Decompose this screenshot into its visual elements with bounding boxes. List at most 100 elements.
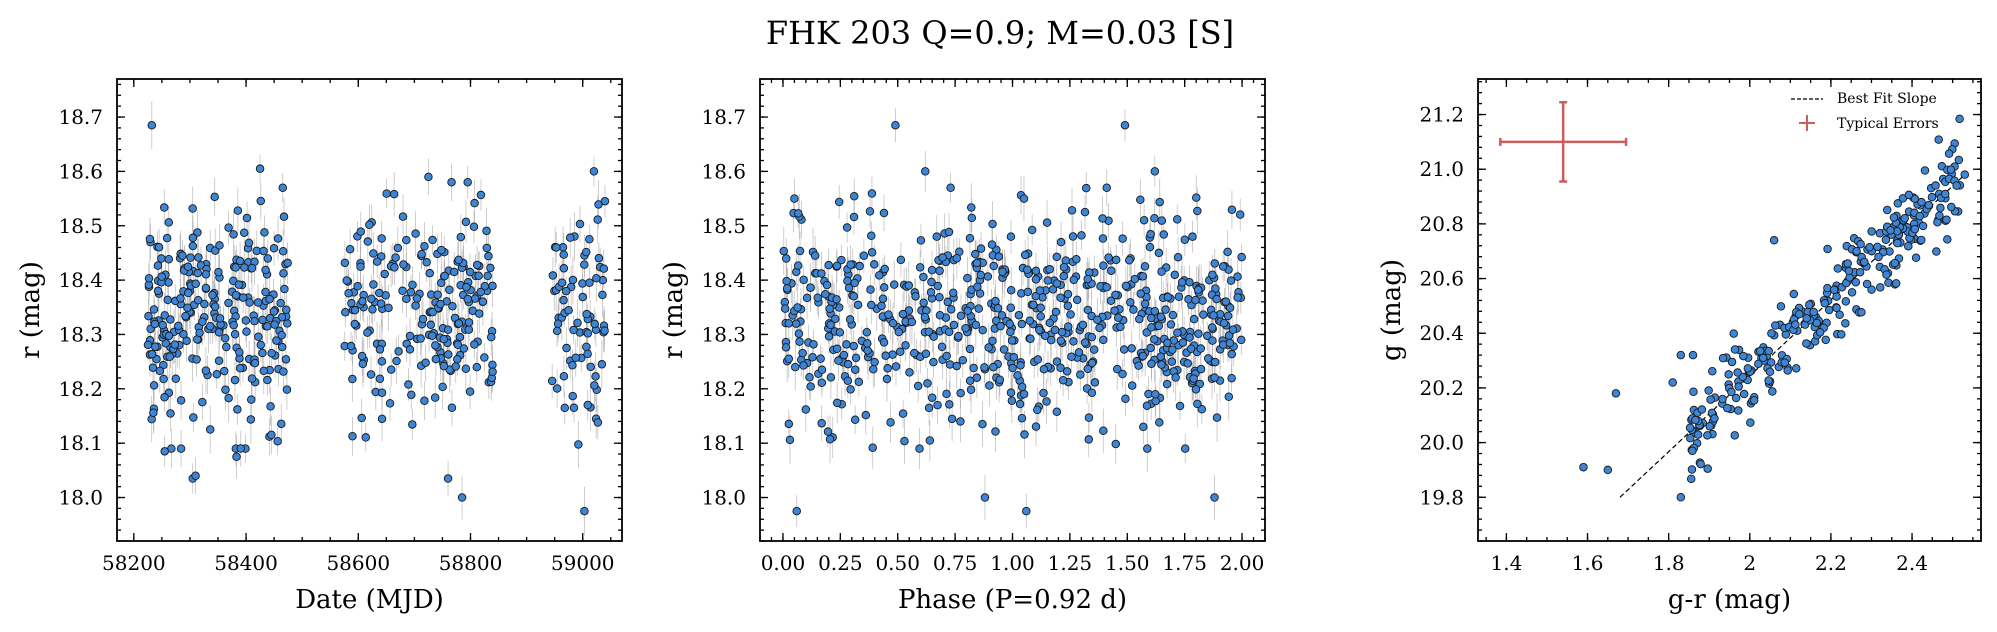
data-point — [991, 427, 1000, 436]
data-point — [159, 374, 168, 384]
data-point — [1083, 364, 1093, 374]
data-point — [552, 384, 562, 393]
data-point — [407, 390, 416, 400]
data-point — [398, 212, 408, 221]
data-point — [392, 356, 401, 366]
data-point — [1157, 216, 1167, 225]
data-point — [377, 388, 387, 398]
data-point — [927, 265, 937, 275]
data-point — [937, 342, 947, 352]
data-point — [1874, 252, 1883, 262]
data-point — [1225, 338, 1235, 348]
data-point — [1739, 389, 1749, 399]
data-point — [1668, 378, 1677, 387]
data-point — [1829, 285, 1839, 295]
data-point — [242, 327, 251, 336]
data-point — [1203, 354, 1213, 363]
data-point — [350, 305, 360, 315]
data-point — [147, 120, 157, 130]
data-point — [1031, 275, 1041, 284]
data-point — [1013, 371, 1022, 380]
data-point — [464, 318, 474, 327]
data-point — [1007, 336, 1017, 345]
legend-label-typical-errors: Typical Errors — [1837, 116, 1939, 132]
data-point — [1703, 464, 1712, 473]
data-point — [1111, 255, 1121, 265]
data-point — [826, 320, 835, 330]
data-point — [1730, 345, 1740, 354]
data-point — [998, 267, 1007, 276]
data-point — [923, 379, 932, 388]
data-point — [1045, 265, 1054, 274]
x-tick-label: 2.00 — [1220, 551, 1265, 575]
data-point — [784, 319, 794, 328]
data-point — [356, 227, 366, 236]
data-point — [978, 419, 987, 429]
data-point — [1821, 335, 1830, 345]
data-point — [220, 334, 230, 343]
data-point — [276, 298, 285, 308]
data-point — [1237, 252, 1246, 262]
data-point — [817, 269, 826, 278]
data-point — [1119, 345, 1129, 354]
data-point — [958, 355, 968, 365]
data-points — [779, 120, 1246, 516]
data-point — [1062, 367, 1072, 376]
data-point — [1006, 232, 1016, 241]
data-point — [568, 391, 577, 401]
y-tick-label: 18.5 — [701, 214, 746, 238]
data-point — [1718, 394, 1727, 404]
data-point — [945, 360, 955, 369]
data-point — [366, 370, 376, 379]
data-point — [1027, 225, 1037, 235]
data-point — [399, 260, 408, 269]
data-point — [1052, 252, 1062, 262]
data-point — [456, 232, 466, 242]
data-point — [997, 311, 1007, 320]
data-point — [1154, 321, 1164, 331]
data-point — [1935, 211, 1944, 220]
data-point — [972, 258, 982, 268]
y-tick-label: 18.3 — [701, 322, 746, 346]
data-point — [875, 271, 884, 280]
data-point — [1072, 254, 1081, 264]
data-point — [1235, 210, 1245, 219]
data-point — [147, 349, 157, 359]
y-tick-label: 18.3 — [58, 322, 103, 346]
data-point — [896, 255, 906, 265]
data-point — [1767, 329, 1776, 338]
data-point — [1118, 234, 1127, 243]
data-point — [265, 294, 274, 304]
data-point — [559, 264, 569, 273]
data-point — [170, 340, 180, 349]
data-point — [449, 267, 459, 277]
data-point — [457, 493, 467, 502]
data-point — [972, 373, 982, 382]
data-point — [1163, 292, 1173, 302]
data-point — [1891, 279, 1901, 288]
data-point — [561, 286, 571, 296]
data-point — [938, 253, 947, 262]
data-point — [802, 293, 812, 303]
data-point — [278, 183, 287, 192]
data-point — [472, 362, 482, 372]
data-point — [1960, 170, 1970, 179]
data-point — [1209, 311, 1218, 320]
data-point — [832, 261, 842, 271]
data-point — [1116, 322, 1125, 332]
data-point — [425, 268, 434, 278]
data-point — [375, 288, 384, 298]
data-point — [1121, 394, 1130, 403]
data-point — [1687, 465, 1697, 474]
data-point — [907, 317, 917, 327]
data-point — [1769, 236, 1779, 245]
data-point — [867, 189, 877, 198]
data-point — [1090, 378, 1100, 387]
data-point — [1042, 218, 1052, 227]
data-point — [1837, 330, 1846, 339]
data-point — [557, 278, 567, 287]
data-point — [431, 341, 440, 350]
ticks — [1478, 79, 1981, 542]
data-point — [345, 245, 355, 254]
data-point — [915, 444, 924, 453]
